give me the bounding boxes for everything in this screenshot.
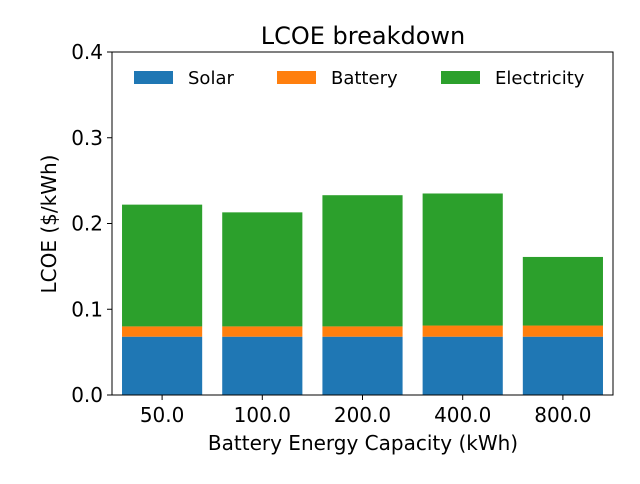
- bar-solar-50.0: [122, 336, 203, 395]
- x-tick-label-50.0: 50.0: [140, 403, 185, 427]
- bar-solar-800.0: [522, 336, 603, 395]
- y-tick-label-0.2: 0.2: [71, 212, 103, 236]
- x-tick-label-100.0: 100.0: [234, 403, 291, 427]
- legend-label-electricity: Electricity: [495, 68, 585, 89]
- legend-item-solar: Solar: [134, 68, 234, 89]
- bar-solar-100.0: [222, 336, 303, 395]
- y-tick-label-0.0: 0.0: [71, 383, 103, 407]
- bar-solar-400.0: [422, 336, 503, 395]
- y-axis-label: LCOE ($/kWh): [37, 155, 61, 294]
- x-tick-label-800.0: 800.0: [534, 403, 591, 427]
- x-axis-label: Battery Energy Capacity (kWh): [208, 431, 518, 455]
- bar-electricity-800.0: [522, 256, 603, 326]
- legend-item-battery: Battery: [277, 68, 398, 89]
- bar-battery-100.0: [222, 326, 303, 337]
- bar-battery-50.0: [122, 326, 203, 337]
- bar-battery-800.0: [522, 325, 603, 337]
- bar-electricity-400.0: [422, 193, 503, 326]
- legend-swatch-battery: [277, 71, 316, 84]
- bar-electricity-50.0: [122, 204, 203, 327]
- legend-label-battery: Battery: [331, 68, 398, 89]
- legend-item-electricity: Electricity: [441, 68, 585, 89]
- axes-group: 0.0 0.1 0.2 0.3 0.4 50.0 100.0 200.0 400.0 800.0: [71, 40, 614, 427]
- legend-swatch-electricity: [441, 71, 480, 84]
- bar-battery-400.0: [422, 325, 503, 337]
- y-tick-label-0.1: 0.1: [71, 297, 103, 321]
- bar-solar-200.0: [322, 336, 403, 395]
- bars-group: [122, 193, 603, 395]
- x-tick-label-200.0: 200.0: [334, 403, 391, 427]
- y-tick-label-0.4: 0.4: [71, 40, 103, 64]
- legend: Solar Battery Electricity: [134, 68, 585, 89]
- chart-title: LCOE breakdown: [261, 22, 466, 50]
- legend-label-solar: Solar: [188, 68, 234, 89]
- bar-electricity-200.0: [322, 195, 403, 327]
- y-tick-label-0.3: 0.3: [71, 126, 103, 150]
- legend-swatch-solar: [134, 71, 173, 84]
- bar-battery-200.0: [322, 326, 403, 337]
- bar-electricity-100.0: [222, 212, 303, 327]
- x-tick-label-400.0: 400.0: [434, 403, 491, 427]
